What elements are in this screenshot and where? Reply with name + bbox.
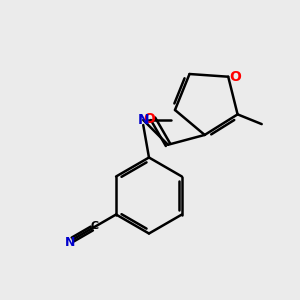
Text: O: O: [229, 70, 241, 84]
Text: N: N: [64, 236, 75, 249]
Text: C: C: [91, 220, 99, 230]
Text: N: N: [137, 113, 149, 127]
Text: O: O: [143, 112, 155, 126]
